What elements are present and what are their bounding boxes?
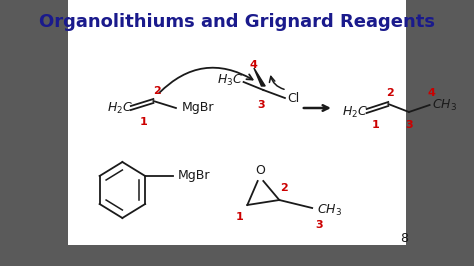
- Text: $H_2C$: $H_2C$: [107, 101, 133, 115]
- Text: Organolithiums and Grignard Reagents: Organolithiums and Grignard Reagents: [39, 13, 435, 31]
- Text: MgBr: MgBr: [182, 102, 214, 114]
- Text: 2: 2: [153, 86, 161, 96]
- Text: $H_3C$: $H_3C$: [217, 72, 243, 88]
- Text: 2: 2: [280, 183, 288, 193]
- Text: 3: 3: [315, 220, 322, 230]
- Text: 3: 3: [405, 120, 413, 130]
- Text: $CH_3$: $CH_3$: [317, 202, 342, 218]
- Text: 2: 2: [386, 88, 394, 98]
- Text: 4: 4: [249, 60, 257, 70]
- Text: $H_2C$: $H_2C$: [342, 105, 368, 119]
- Text: MgBr: MgBr: [178, 169, 210, 182]
- Text: $CH_3$: $CH_3$: [432, 97, 457, 113]
- Text: 8: 8: [400, 231, 408, 244]
- Text: O: O: [255, 164, 265, 177]
- Text: 1: 1: [236, 212, 244, 222]
- Polygon shape: [254, 68, 265, 86]
- Text: 3: 3: [257, 100, 265, 110]
- Text: 1: 1: [372, 120, 380, 130]
- Text: 4: 4: [428, 88, 436, 98]
- Text: Cl: Cl: [288, 92, 300, 105]
- Text: 1: 1: [140, 117, 148, 127]
- Bar: [68, 0, 406, 245]
